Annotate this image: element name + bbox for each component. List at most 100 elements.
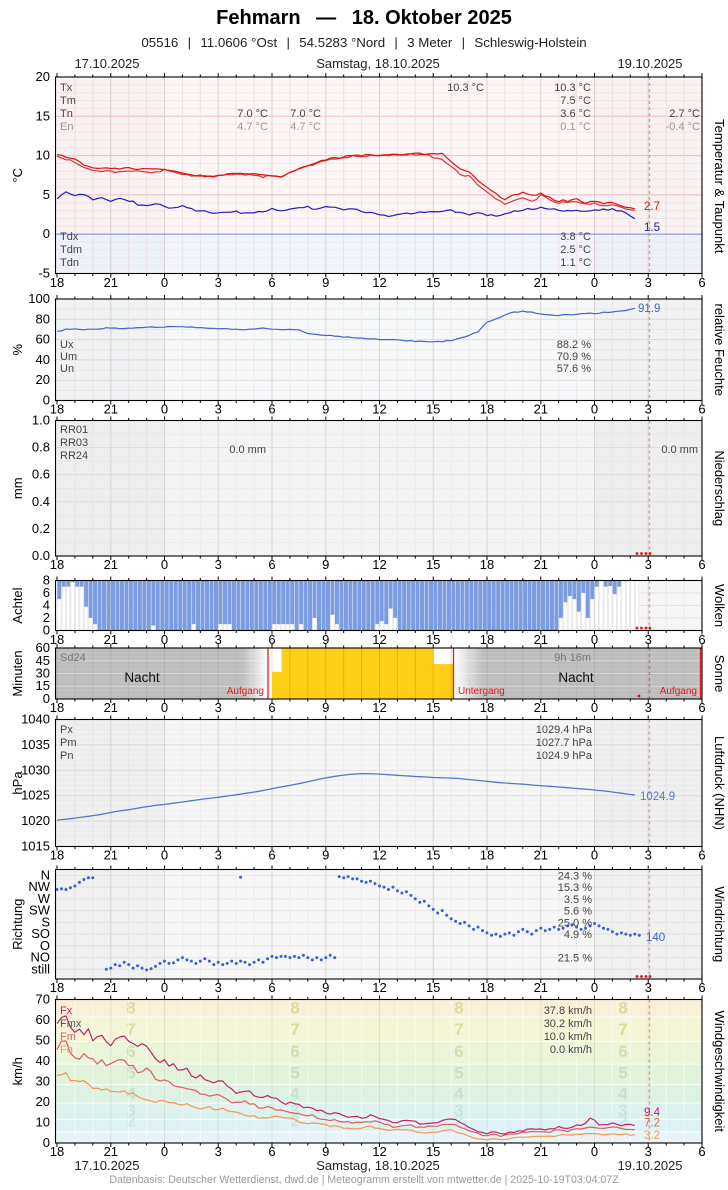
svg-text:18: 18 — [480, 402, 494, 417]
svg-text:0: 0 — [591, 632, 598, 647]
svg-text:0: 0 — [161, 848, 168, 863]
svg-text:6: 6 — [698, 275, 705, 290]
svg-text:60: 60 — [36, 332, 50, 347]
svg-text:21: 21 — [534, 402, 548, 417]
svg-text:RR01: RR01 — [60, 424, 88, 436]
svg-text:50: 50 — [36, 1033, 50, 1048]
svg-text:0: 0 — [591, 1144, 598, 1159]
svg-text:45: 45 — [36, 653, 50, 668]
svg-text:10: 10 — [36, 1115, 50, 1130]
svg-text:18: 18 — [50, 848, 64, 863]
svg-text:5: 5 — [126, 1063, 135, 1082]
svg-text:Ux: Ux — [60, 339, 74, 351]
svg-text:7: 7 — [290, 1020, 299, 1039]
svg-text:9: 9 — [322, 557, 329, 572]
svg-text:6: 6 — [698, 1144, 705, 1159]
svg-text:3: 3 — [645, 557, 652, 572]
svg-text:17.10.2025: 17.10.2025 — [74, 1158, 139, 1173]
svg-text:3.2: 3.2 — [644, 1130, 660, 1142]
svg-text:3: 3 — [645, 275, 652, 290]
svg-text:Pm: Pm — [60, 737, 77, 749]
svg-text:6: 6 — [268, 700, 275, 715]
svg-text:2: 2 — [454, 1112, 463, 1131]
svg-text:6: 6 — [698, 848, 705, 863]
svg-text:1.1 °C: 1.1 °C — [560, 257, 591, 269]
svg-text:6: 6 — [290, 1042, 299, 1061]
svg-text:3: 3 — [215, 275, 222, 290]
svg-text:4: 4 — [618, 1084, 628, 1103]
svg-text:Aufgang: Aufgang — [660, 686, 697, 697]
svg-text:21: 21 — [534, 557, 548, 572]
svg-text:6: 6 — [698, 402, 705, 417]
svg-text:0: 0 — [161, 632, 168, 647]
svg-text:24.3 %: 24.3 % — [558, 870, 592, 882]
svg-text:15: 15 — [426, 632, 440, 647]
svg-text:3: 3 — [645, 848, 652, 863]
svg-text:Tdm: Tdm — [60, 244, 82, 256]
svg-text:6: 6 — [268, 402, 275, 417]
svg-text:80: 80 — [36, 311, 50, 326]
svg-text:18: 18 — [50, 632, 64, 647]
svg-text:0.0 mm: 0.0 mm — [229, 444, 266, 456]
svg-text:W: W — [38, 891, 51, 906]
svg-text:3: 3 — [215, 980, 222, 995]
svg-text:21: 21 — [534, 980, 548, 995]
svg-text:1015: 1015 — [21, 839, 50, 854]
svg-text:3.8 °C: 3.8 °C — [560, 231, 591, 243]
svg-text:5: 5 — [290, 1063, 299, 1082]
svg-text:4.7 °C: 4.7 °C — [290, 121, 321, 133]
svg-text:0: 0 — [161, 700, 168, 715]
svg-text:12: 12 — [372, 848, 386, 863]
svg-text:9.4: 9.4 — [644, 1107, 661, 1119]
svg-text:21: 21 — [104, 275, 118, 290]
svg-text:4.7 °C: 4.7 °C — [237, 121, 268, 133]
svg-text:15: 15 — [426, 700, 440, 715]
svg-text:0: 0 — [161, 402, 168, 417]
svg-text:6: 6 — [454, 1042, 463, 1061]
svg-text:12: 12 — [372, 700, 386, 715]
svg-text:1027.7 hPa: 1027.7 hPa — [536, 737, 593, 749]
svg-text:Niederschlag: Niederschlag — [712, 450, 727, 526]
svg-text:3: 3 — [215, 402, 222, 417]
svg-text:30: 30 — [36, 666, 50, 681]
svg-text:9: 9 — [322, 848, 329, 863]
svg-text:relative Feuchte: relative Feuchte — [712, 304, 727, 397]
svg-text:6: 6 — [43, 585, 50, 600]
svg-text:0: 0 — [43, 226, 50, 241]
svg-text:3: 3 — [215, 1144, 222, 1159]
svg-text:100: 100 — [28, 291, 50, 306]
svg-text:15: 15 — [426, 848, 440, 863]
svg-text:3.5 %: 3.5 % — [564, 894, 592, 906]
svg-text:15: 15 — [426, 275, 440, 290]
svg-text:3.6 °C: 3.6 °C — [560, 108, 591, 120]
svg-text:1024.9: 1024.9 — [640, 791, 675, 803]
svg-text:hPa: hPa — [10, 771, 25, 795]
svg-text:1020: 1020 — [21, 813, 50, 828]
svg-text:still: still — [31, 961, 50, 976]
svg-text:0: 0 — [591, 980, 598, 995]
svg-text:Sonne: Sonne — [712, 655, 727, 693]
svg-text:1025: 1025 — [21, 788, 50, 803]
svg-text:18: 18 — [50, 700, 64, 715]
svg-text:4: 4 — [454, 1084, 464, 1103]
svg-text:%: % — [10, 344, 25, 356]
svg-text:3: 3 — [645, 632, 652, 647]
svg-text:9h 16m: 9h 16m — [554, 652, 591, 664]
svg-text:12: 12 — [372, 1144, 386, 1159]
svg-text:Nacht: Nacht — [558, 670, 594, 685]
svg-text:15: 15 — [426, 402, 440, 417]
svg-text:Datenbasis: Deutscher Wetterdi: Datenbasis: Deutscher Wetterdienst, dwd.… — [109, 1174, 619, 1186]
svg-text:Minuten: Minuten — [10, 650, 25, 696]
svg-text:10: 10 — [36, 148, 50, 163]
svg-text:12: 12 — [372, 275, 386, 290]
svg-text:17.10.2025: 17.10.2025 — [74, 56, 139, 71]
svg-text:Px: Px — [60, 724, 73, 736]
svg-text:Windgeschwindigkeit: Windgeschwindigkeit — [712, 1011, 727, 1133]
svg-text:18: 18 — [50, 557, 64, 572]
svg-text:60: 60 — [36, 640, 50, 655]
svg-text:9: 9 — [322, 402, 329, 417]
svg-text:6: 6 — [698, 557, 705, 572]
svg-text:21.5 %: 21.5 % — [558, 953, 592, 965]
svg-text:6: 6 — [268, 1144, 275, 1159]
svg-text:0.0: 0.0 — [32, 548, 50, 563]
